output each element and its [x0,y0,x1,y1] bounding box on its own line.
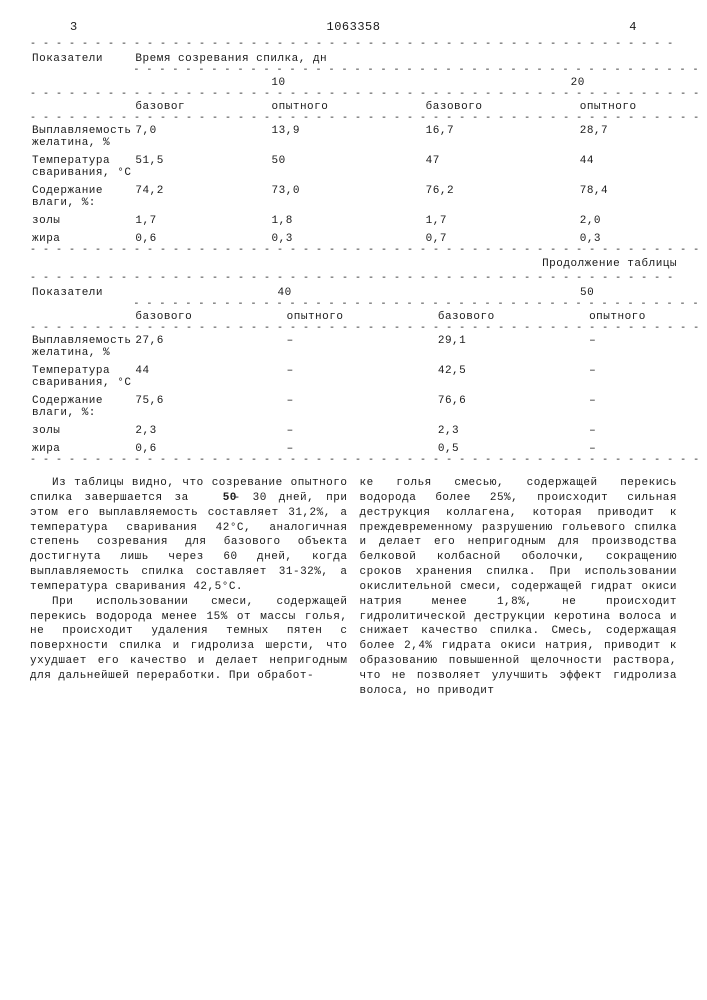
row-label: жира [30,440,133,458]
page-num-left: 3 [70,20,78,34]
table-cell: – [587,392,707,422]
table-cell: 47 [424,152,578,182]
table-cell: 50 [270,152,424,182]
table-cell: – [587,440,707,458]
row-label: Выплавляемость желатина, % [30,332,133,362]
page-header: 3 1063358 4 [30,20,677,34]
table-cell: 27,6 [133,332,284,362]
divider: - - - - - - - - - - - - - - - - - - - - … [30,42,677,48]
doc-id: 1063358 [327,20,381,34]
table-row: Содержание влаги, %:74,273,076,278,476,2… [30,182,707,212]
table-cell: 0,6 [133,230,269,248]
body-columns: Из таблицы видно, что созревание опытног… [30,476,677,699]
table-cell: 0,6 [133,440,284,458]
divider: - - - - - - - - - - - - - - - - - - - - … [30,92,707,98]
table-row: Температура сваривания, °С51,55047444542 [30,152,707,182]
row-label: золы [30,212,133,230]
table-cell: 76,6 [436,392,587,422]
table2-sub-1: опытного [285,308,436,326]
table1-time-header: Время созревания спилка, дн [133,50,707,68]
line-num-50: 50 [201,491,219,506]
page-num-right: 4 [629,20,637,34]
table-row: Выплавляемость желатина, %7,013,916,728,… [30,122,707,152]
para-1: Из таблицы видно, что созревание опытног… [30,476,348,595]
table-cell: – [285,440,436,458]
table-cell: – [285,362,436,392]
table-row: жира0,60,30,70,30,60,4 [30,230,707,248]
table-cell: 73,0 [270,182,424,212]
row-label: Температура сваривания, °С [30,152,133,182]
table-cell: 2,3 [133,422,284,440]
table-cell: 0,3 [270,230,424,248]
table2-title: Показатели [30,284,133,326]
table-cell: – [285,422,436,440]
table-2: Показатели 40 50 60 - - - - - - - - - - … [30,284,707,464]
table-1: Показатели Время созревания спилка, дн -… [30,50,707,254]
table-cell: 0,3 [578,230,707,248]
table-row: Выплавляемость желатина, %27,6–29,1–31,6… [30,332,707,362]
table-cell: – [587,362,707,392]
table2-day-1: 50 [436,284,707,302]
table-cell: 51,5 [133,152,269,182]
table-cell: 44 [133,362,284,392]
table-cell: 42,5 [436,362,587,392]
para-3: ке голья смесью, содержащей перекись вод… [360,476,678,699]
table-cell: 2,3 [436,422,587,440]
table2-sub-3: опытного [587,308,707,326]
table-cell: 29,1 [436,332,587,362]
continuation-label: Продолжение таблицы [30,258,677,270]
row-label: Температура сваривания, °С [30,362,133,392]
table-row: Содержание влаги, %:75,6–76,6–79,1– [30,392,707,422]
table1-sub-1: опытного [270,98,424,116]
table1-sub-3: опытного [578,98,707,116]
table-cell: – [587,332,707,362]
divider: - - - - - - - - - - - - - - - - - - - - … [133,302,707,308]
divider: - - - - - - - - - - - - - - - - - - - - … [30,458,707,464]
table1-day-0: 10 [133,74,423,92]
divider: - - - - - - - - - - - - - - - - - - - - … [133,68,707,74]
table-cell: 44 [578,152,707,182]
table-row: золы1,71,81,72,02,12,2 [30,212,707,230]
table-row: золы2,3–2,3–2,4– [30,422,707,440]
para-2: При использовании смеси, содержащей пере… [30,595,348,684]
table2-sub-2: базового [436,308,587,326]
divider: - - - - - - - - - - - - - - - - - - - - … [30,326,707,332]
right-column: ке голья смесью, содержащей перекись вод… [360,476,678,699]
table-cell: 1,7 [424,212,578,230]
table-cell: 1,8 [270,212,424,230]
table1-title: Показатели [30,50,133,74]
table-cell: 74,2 [133,182,269,212]
table-cell: – [587,422,707,440]
table-cell: 7,0 [133,122,269,152]
table-cell: – [285,392,436,422]
table-cell: 16,7 [424,122,578,152]
row-label: Содержание влаги, %: [30,182,133,212]
table-cell: 13,9 [270,122,424,152]
table2-day-0: 40 [133,284,435,302]
table-cell: 28,7 [578,122,707,152]
row-label: золы [30,422,133,440]
row-label: Содержание влаги, %: [30,392,133,422]
row-label: жира [30,230,133,248]
table-row: жира0,6–0,5–0,4– [30,440,707,458]
table1-sub-0: базовог [133,98,269,116]
table-cell: 2,0 [578,212,707,230]
table-cell: 0,5 [436,440,587,458]
table-cell: 0,7 [424,230,578,248]
row-label: Выплавляемость желатина, % [30,122,133,152]
table-cell: – [285,332,436,362]
table-cell: 75,6 [133,392,284,422]
table1-day-1: 20 [424,74,707,92]
table-cell: 1,7 [133,212,269,230]
divider: - - - - - - - - - - - - - - - - - - - - … [30,248,707,254]
left-column: Из таблицы видно, что созревание опытног… [30,476,348,699]
divider: - - - - - - - - - - - - - - - - - - - - … [30,276,677,282]
table1-sub-2: базового [424,98,578,116]
table-cell: 78,4 [578,182,707,212]
divider: - - - - - - - - - - - - - - - - - - - - … [30,116,707,122]
table-cell: 76,2 [424,182,578,212]
table-row: Температура сваривания, °С44–42,5–42,5– [30,362,707,392]
table2-sub-0: базового [133,308,284,326]
